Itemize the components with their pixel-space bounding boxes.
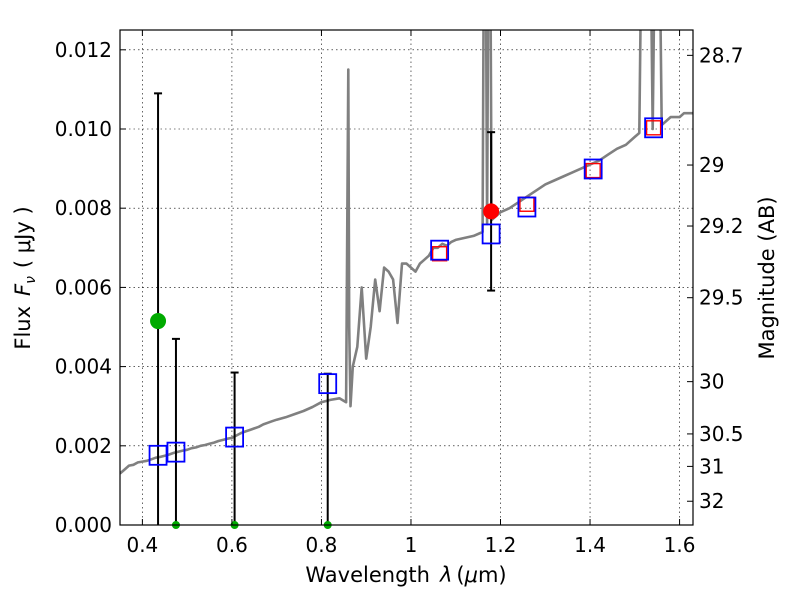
plot-frame [119, 29, 694, 526]
y-tick-label: 0.002 [55, 434, 112, 458]
x-tick-label: 1.6 [664, 533, 696, 557]
y2-tick-label: 30 [699, 370, 724, 394]
model-flux-marker [517, 196, 537, 218]
observed-flux-marker [431, 246, 448, 262]
y-tick-label: 0.010 [55, 117, 112, 141]
measured-flux-point [483, 203, 500, 220]
measured-flux-point [150, 313, 167, 330]
y-axis-label: FluxFν( μJy ) [11, 206, 39, 349]
y-axis-ticks: 0.000 0.002 0.004 0.006 0.008 0.010 0.012 [55, 38, 126, 537]
observed-flux-marker [585, 162, 601, 179]
x-tick-label: 1.2 [485, 533, 517, 557]
y2-axis-label: Magnitude (AB) [755, 196, 779, 359]
model-flux-marker [430, 239, 450, 261]
y2-tick-label: 28.7 [699, 43, 744, 67]
x-tick-label: 0.6 [216, 533, 248, 557]
grid-lines [120, 30, 693, 526]
model-flux-marker [644, 117, 664, 139]
model-flux-marker [148, 444, 168, 466]
y-tick-label: 0.006 [55, 275, 112, 299]
y2-tick-label: 30.5 [699, 422, 744, 446]
model-flux-marker [583, 158, 603, 180]
observed-flux-marker [645, 120, 662, 136]
model-flux-marker [225, 426, 245, 448]
y2-tick-label: 29 [699, 153, 724, 177]
markers [148, 117, 664, 529]
y2-tick-label: 32 [699, 489, 724, 513]
y2-tick-label: 29.2 [699, 214, 744, 238]
y-tick-label: 0.000 [55, 513, 112, 537]
error-bars [154, 92, 496, 525]
spectrum-line [120, 30, 693, 475]
model-flux-marker [481, 223, 501, 245]
y-tick-label: 0.004 [55, 355, 112, 379]
x-axis-ticks: 0.4 0.6 0.8 1 1.2 1.4 1.6 [126, 30, 695, 557]
y-tick-label: 0.012 [55, 38, 112, 62]
y2-tick-label: 29.5 [699, 286, 744, 310]
model-flux-marker [318, 373, 338, 395]
x-axis-label: Wavelength λ (μm) [305, 563, 506, 587]
spectrum-layer [120, 30, 693, 475]
x-tick-label: 1 [405, 533, 418, 557]
x-tick-label: 0.4 [126, 533, 158, 557]
x-tick-label: 1.4 [574, 533, 606, 557]
y2-axis-ticks: 28.7 29 29.2 29.5 30 30.5 31 32 [687, 43, 744, 513]
model-flux-marker [166, 441, 186, 463]
x-tick-label: 0.8 [306, 533, 338, 557]
y-tick-label: 0.008 [55, 196, 112, 220]
y2-tick-label: 31 [699, 454, 724, 478]
